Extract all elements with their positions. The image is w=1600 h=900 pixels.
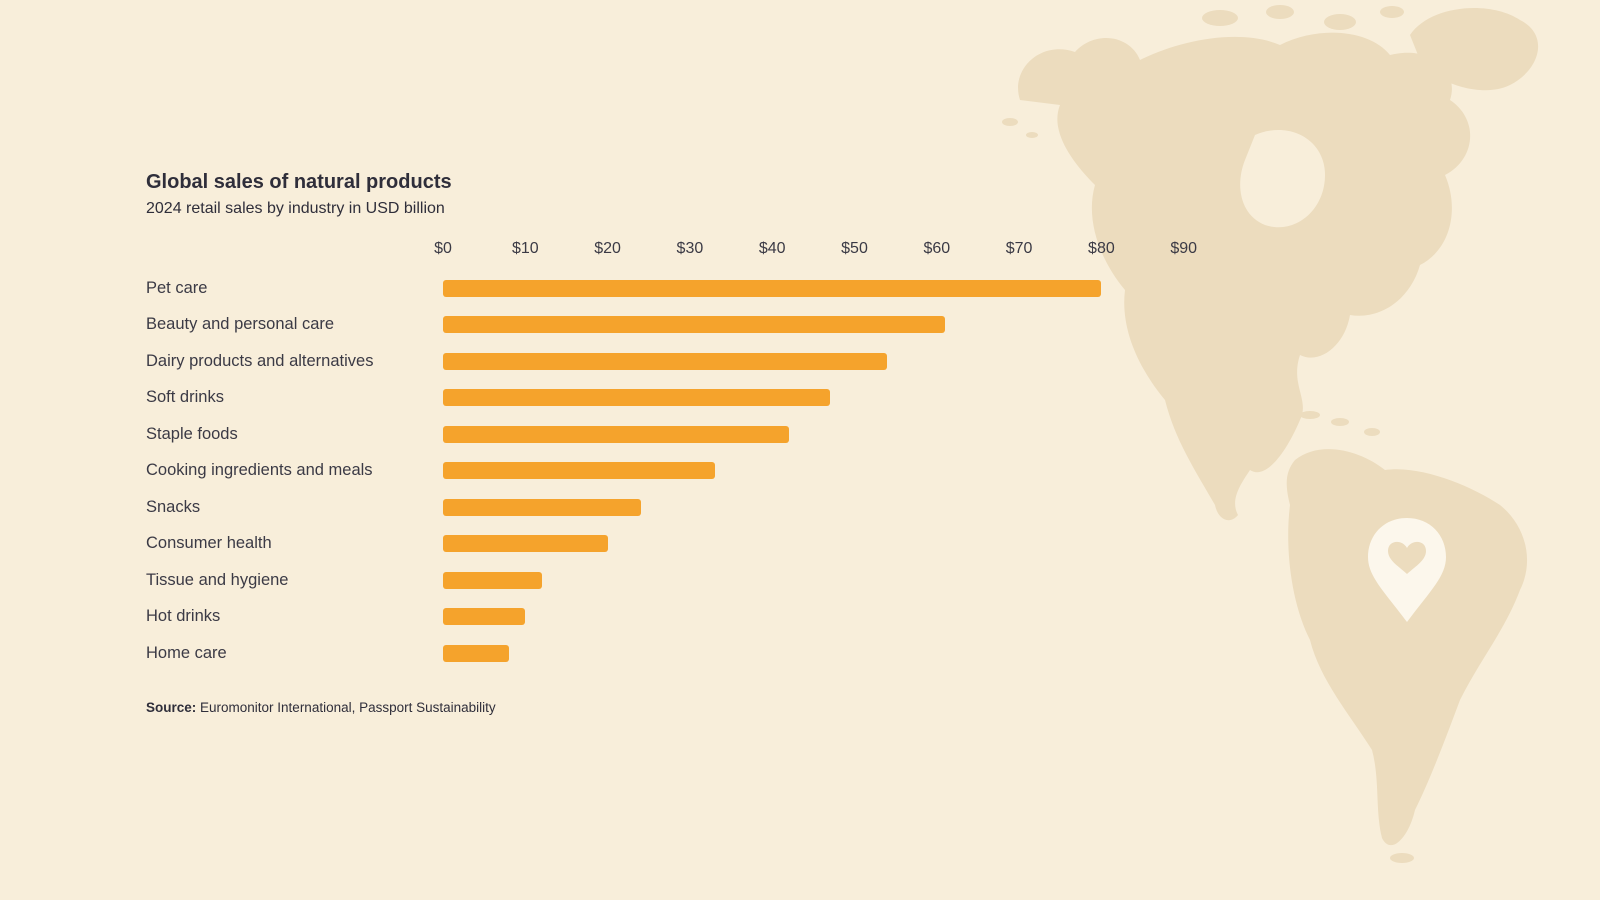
bar-row: Beauty and personal care (146, 307, 1246, 344)
x-axis-tick: $20 (594, 240, 621, 257)
x-axis-tick: $40 (758, 240, 786, 257)
bar-row: Cooking ingredients and meals (146, 453, 1246, 490)
bar-track (443, 462, 1184, 480)
bar (443, 571, 542, 589)
bar (443, 644, 509, 662)
bar-track (443, 535, 1184, 553)
source-label: Source: (146, 699, 197, 715)
bar-track (443, 425, 1184, 443)
bar-track (443, 389, 1184, 407)
bar (443, 389, 830, 407)
north-america-shape (1018, 32, 1471, 521)
bar-row: Pet care (146, 270, 1246, 307)
bar-row: Soft drinks (146, 380, 1246, 417)
bar-track (443, 316, 1184, 334)
category-label: Staple foods (146, 424, 238, 443)
americas-map (1002, 5, 1539, 863)
greenland-shape (1410, 7, 1539, 91)
category-label: Beauty and personal care (146, 315, 335, 334)
bar-row: Tissue and hygiene (146, 562, 1246, 599)
bar-track (443, 352, 1184, 370)
category-label: Soft drinks (146, 388, 224, 407)
category-label: Hot drinks (146, 607, 221, 626)
bar-row: Staple foods (146, 416, 1246, 453)
x-axis-tick: $70 (1005, 240, 1033, 257)
south-america-shape (1286, 449, 1528, 846)
bar (443, 462, 715, 480)
x-axis-tick: $50 (841, 240, 868, 257)
category-label: Dairy products and alternatives (146, 351, 374, 370)
bar-track (443, 608, 1184, 626)
bar-row: Consumer health (146, 526, 1246, 563)
bar-track (443, 498, 1184, 516)
bar-track (443, 279, 1184, 297)
source-line: Source: Euromonitor International, Passp… (146, 700, 1246, 715)
category-label: Snacks (146, 497, 201, 516)
bar (443, 498, 641, 516)
bar-row: Dairy products and alternatives (146, 343, 1246, 380)
location-pin-icon (1368, 518, 1446, 622)
bar (443, 535, 608, 553)
bar (443, 425, 789, 443)
category-label: Pet care (146, 278, 208, 297)
category-label: Tissue and hygiene (146, 570, 289, 589)
chart-title: Global sales of natural products (146, 171, 452, 193)
x-axis-tick: $10 (511, 240, 539, 257)
bar-chart: Global sales of natural products 2024 re… (146, 170, 1246, 715)
bar-rows: Pet care Beauty and personal care Dairy pr… (146, 270, 1246, 672)
x-axis-tick: $30 (676, 240, 704, 257)
category-label: Cooking ingredients and meals (146, 461, 373, 480)
x-axis-tick: $60 (923, 240, 951, 257)
bar-row: Snacks (146, 489, 1246, 526)
x-axis-tick: $0 (434, 240, 452, 257)
chart-subtitle: 2024 retail sales by industry in USD bil… (146, 200, 445, 217)
category-label: Home care (146, 643, 227, 662)
bar (443, 608, 526, 626)
source-text: Euromonitor International, Passport Sust… (196, 699, 496, 715)
x-axis-tick: $80 (1088, 240, 1115, 257)
bar (443, 316, 946, 334)
bar-track (443, 644, 1184, 662)
bar-row: Hot drinks (146, 599, 1246, 636)
bar-track (443, 571, 1184, 589)
bar (443, 352, 888, 370)
bar (443, 279, 1102, 297)
x-axis-ticks: $0 $10 $20 $30 $40 $50 $60 $70 $80 $90 (434, 240, 1246, 260)
bar-row: Home care (146, 635, 1246, 672)
x-axis-tick: $90 (1170, 240, 1198, 257)
category-label: Consumer health (146, 534, 272, 553)
